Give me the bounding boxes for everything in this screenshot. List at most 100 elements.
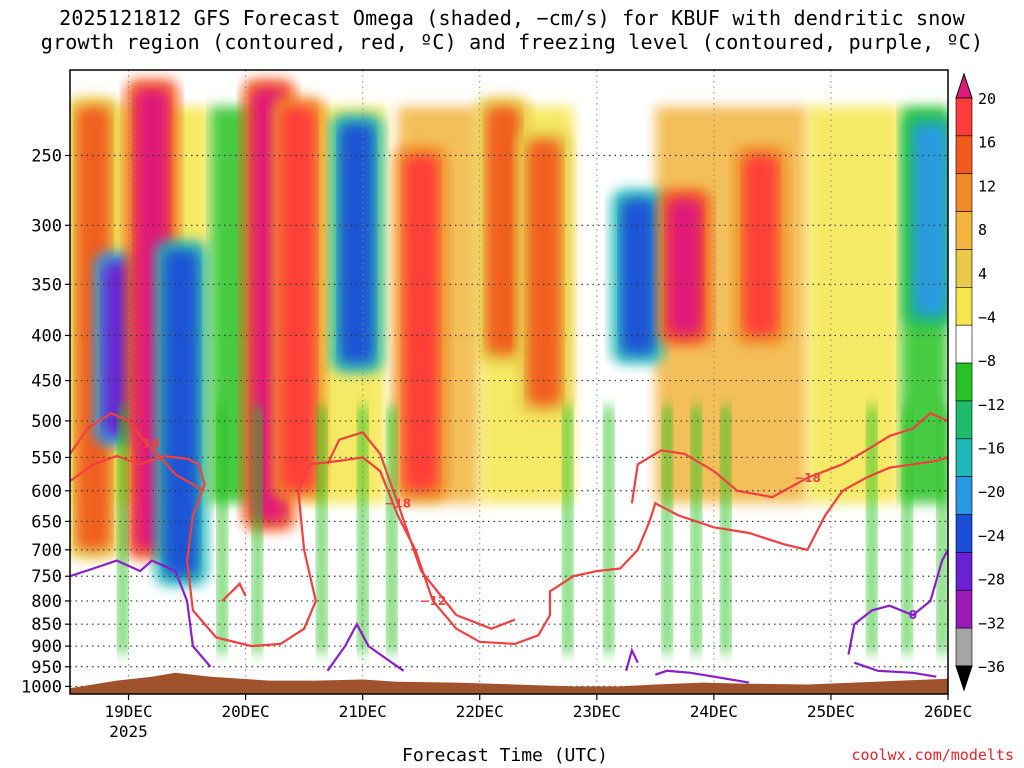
x-tick-label: 19DEC [104, 702, 152, 721]
colorbar-segment [955, 627, 973, 667]
chart-title-line1: 2025121812 GFS Forecast Omega (shaded, −… [59, 6, 965, 30]
colorbar-label: −36 [978, 658, 1005, 676]
colorbar-label: 12 [978, 177, 996, 195]
dgz-contour-line [326, 431, 516, 630]
y-tick-label: 950 [31, 658, 62, 678]
omega-column [281, 106, 316, 491]
omega-streak [357, 405, 368, 655]
omega-column [486, 106, 521, 355]
omega-column [743, 155, 778, 336]
omega-streak [117, 405, 128, 655]
colorbar-segment [955, 476, 973, 515]
freezing-contour-line [654, 669, 750, 684]
omega-streak [691, 405, 702, 655]
dgz-contour-line [70, 411, 206, 492]
colorbar-segment [955, 552, 973, 591]
y-tick-label: 600 [31, 482, 62, 502]
colorbar-segment [955, 211, 973, 250]
colorbar-label: −8 [978, 352, 996, 370]
x-tick-label: 24DEC [690, 702, 738, 721]
omega-background-band [807, 106, 902, 504]
colorbar-segment [955, 514, 973, 553]
y-tick-label: 650 [31, 512, 62, 532]
colorbar-label: −20 [978, 483, 1005, 501]
y-tick-label: 450 [31, 372, 62, 392]
colorbar-label: −16 [978, 440, 1005, 458]
y-tick-label: 750 [31, 567, 62, 587]
freezing-contour-line [847, 549, 948, 655]
colorbar-segment [955, 400, 973, 440]
terrain-fill [70, 672, 948, 694]
y-tick-label: 900 [31, 637, 62, 657]
colorbar-label: −4 [978, 308, 996, 326]
omega-shading [70, 78, 948, 655]
omega-column [913, 123, 948, 316]
omega-streak [937, 405, 948, 655]
dgz-contour-line [70, 454, 948, 648]
colorbar-label: 20 [978, 90, 996, 108]
colorbar-segment [955, 249, 973, 288]
omega-streak [562, 405, 573, 655]
colorbar-label: −24 [978, 527, 1005, 545]
axes: 2503003504004505005506006507007508008509… [21, 69, 972, 741]
dgz-contour-label: −18 [133, 436, 160, 450]
omega-streak [603, 405, 614, 655]
y-tick-label: 800 [31, 592, 62, 612]
freezing-contour-line [625, 647, 639, 672]
colorbar-segment [955, 589, 973, 629]
omega-column [620, 198, 655, 355]
site-credit[interactable]: coolwx.com/modelts [851, 746, 1014, 764]
freezing-contour-line [70, 559, 212, 668]
y-tick-label: 700 [31, 541, 62, 561]
chart-title: 2025121812 GFS Forecast Omega (shaded, −… [0, 6, 1024, 54]
colorbar-segment [955, 362, 973, 402]
colorbar-segment [955, 97, 973, 137]
colorbar-label: −28 [978, 571, 1005, 589]
dgz-contour-label: −18 [794, 471, 821, 485]
colorbar-segment [955, 438, 973, 477]
y-tick-label: 1000 [21, 677, 62, 697]
y-tick-label: 350 [31, 275, 62, 295]
terrain [70, 672, 948, 694]
freezing-contour-label: 0 [909, 608, 917, 622]
y-tick-label: 550 [31, 448, 62, 468]
omega-streak [386, 405, 397, 655]
omega-streak [252, 405, 263, 655]
colorbar-top-arrow [955, 72, 973, 99]
omega-streak [902, 405, 913, 655]
y-tick-label: 850 [31, 615, 62, 635]
colorbar-label: −32 [978, 614, 1005, 632]
y-tick-label: 250 [31, 146, 62, 166]
x-tick-label: 22DEC [456, 702, 504, 721]
y-tick-label: 400 [31, 326, 62, 346]
colorbar-label: 4 [978, 265, 987, 283]
omega-streak [316, 405, 327, 655]
x-tick-year-label: 2025 [109, 722, 148, 741]
y-tick-label: 500 [31, 412, 62, 432]
colorbar-segment [955, 287, 973, 326]
dgz-contour-line [221, 581, 247, 602]
omega-column [527, 139, 562, 406]
colorbar-label: 16 [978, 134, 996, 152]
x-tick-label: 25DEC [807, 702, 855, 721]
colorbar-label: −12 [978, 396, 1005, 414]
colorbar-label: 8 [978, 221, 987, 239]
omega-column [339, 123, 374, 364]
omega-column [164, 250, 199, 577]
colorbar-segment [955, 324, 973, 364]
x-tick-label: 26DEC [924, 702, 972, 721]
freezing-contour-line [853, 661, 937, 678]
omega-column [404, 155, 439, 491]
colorbar: 20 16 12 8 4 −4 −8 −12 −16 −20 −24 −28 −32 −36 [955, 72, 1005, 692]
x-tick-label: 23DEC [573, 702, 621, 721]
omega-streak [662, 405, 673, 655]
colorbar-segment [955, 173, 973, 212]
colorbar-bottom-arrow [955, 665, 973, 692]
x-tick-label: 21DEC [339, 702, 387, 721]
omega-column [667, 198, 702, 336]
chart-title-line2: growth region (contoured, red, ºC) and f… [40, 30, 984, 54]
dgz-contour-line [630, 411, 948, 504]
omega-streak [217, 405, 228, 655]
colorbar-segment [955, 135, 973, 175]
